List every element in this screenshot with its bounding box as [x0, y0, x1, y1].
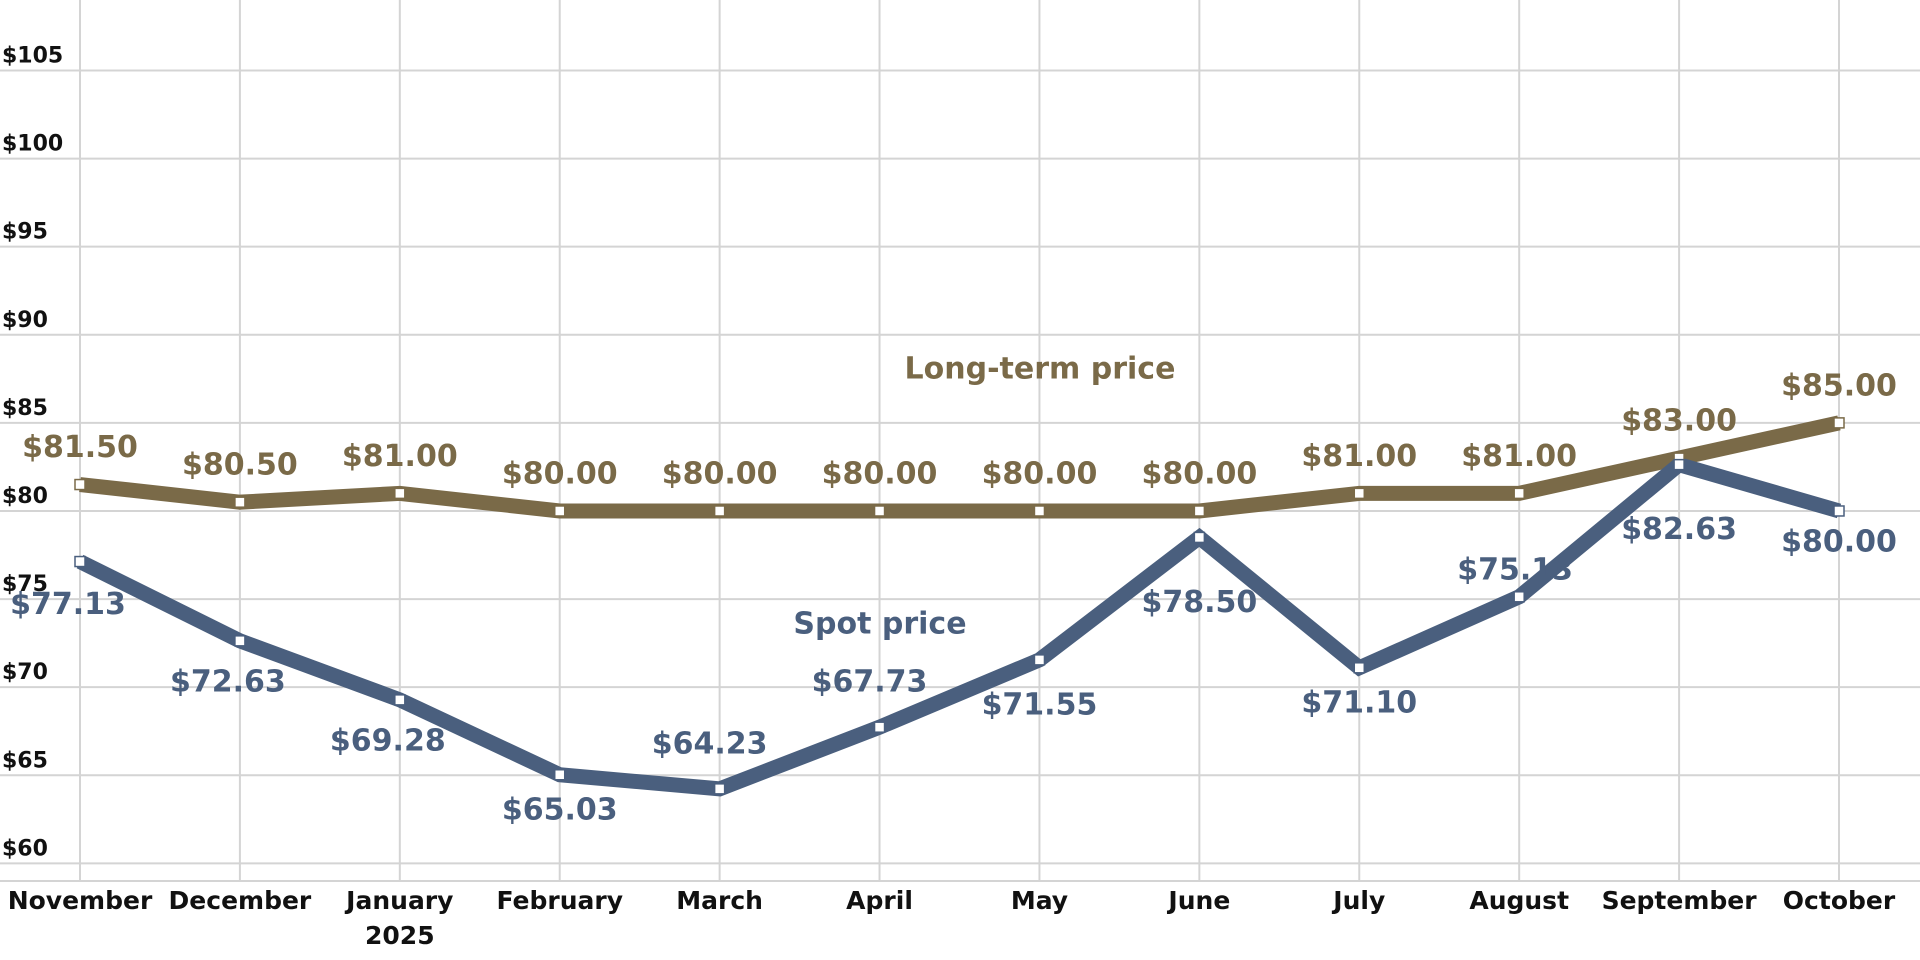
- data-label: $69.28: [330, 723, 446, 758]
- data-label: $80.50: [182, 448, 298, 483]
- x-tick-label: August: [1469, 886, 1569, 915]
- series-name: Spot price: [793, 607, 966, 642]
- y-tick-label: $70: [2, 660, 48, 685]
- data-point: [1033, 654, 1046, 666]
- data-point: [1833, 417, 1845, 429]
- data-point: [1353, 662, 1366, 674]
- data-label: $81.00: [1301, 439, 1417, 474]
- data-point: [713, 783, 726, 795]
- data-label: $80.00: [662, 456, 778, 491]
- series-line: [76, 456, 1842, 797]
- data-point: [394, 487, 406, 500]
- data-label: $77.13: [10, 587, 126, 622]
- data-label: $80.00: [1781, 524, 1897, 559]
- y-tick-label: $75: [2, 572, 48, 597]
- data-label: $81.00: [1461, 439, 1577, 474]
- series-line: [79, 415, 1841, 519]
- data-point: [234, 635, 246, 647]
- y-tick-label: $60: [2, 836, 48, 861]
- y-tick-label: $65: [2, 748, 48, 773]
- x-tick-label: May: [1011, 886, 1068, 915]
- data-label: $80.00: [822, 456, 938, 491]
- x-tick-label: December: [169, 886, 312, 915]
- data-label: $67.73: [812, 665, 928, 700]
- x-tick-label: April: [846, 886, 913, 915]
- data-point: [394, 694, 406, 706]
- data-label: $80.00: [502, 456, 618, 491]
- y-tick-label: $100: [2, 132, 63, 157]
- data-point: [234, 496, 246, 508]
- data-label: $65.03: [502, 792, 618, 827]
- x-tick-label: March: [676, 886, 763, 915]
- y-tick-label: $95: [2, 220, 48, 245]
- data-label: $71.10: [1301, 685, 1417, 720]
- x-tick-label: January: [344, 886, 453, 915]
- data-point: [1513, 591, 1525, 603]
- data-point: [1673, 458, 1685, 471]
- x-tick-label: June: [1166, 886, 1230, 915]
- x-tick-sublabel: 2025: [365, 921, 435, 950]
- data-label: $80.00: [982, 456, 1098, 491]
- grid: [0, 0, 1920, 882]
- data-label: $82.63: [1621, 512, 1737, 547]
- data-point: [553, 769, 566, 781]
- x-tick-label: July: [1331, 886, 1385, 915]
- data-point: [1833, 505, 1845, 517]
- y-tick-label: $80: [2, 484, 48, 509]
- data-label: $71.55: [982, 687, 1098, 722]
- lines: [74, 415, 1845, 797]
- x-tick-label: November: [8, 886, 153, 915]
- x-tick-label: February: [496, 886, 623, 915]
- data-point: [873, 505, 886, 517]
- data-point: [1513, 487, 1525, 500]
- y-tick-label: $85: [2, 396, 48, 421]
- data-label: $81.00: [342, 439, 458, 474]
- y-tick-label: $105: [2, 43, 63, 68]
- y-tick-label: $90: [2, 308, 48, 333]
- data-label: $72.63: [170, 664, 286, 699]
- data-label: $64.23: [652, 726, 768, 761]
- data-point: [1353, 487, 1366, 500]
- labels: $60 $65 $70 $75 $80 $85 $90 $95 $100 $105 November…: [2, 43, 1897, 950]
- data-label: $75.13: [1457, 552, 1573, 587]
- data-point: [1193, 531, 1206, 544]
- data-point: [74, 555, 86, 568]
- x-tick-label: September: [1602, 886, 1758, 915]
- data-label: $85.00: [1781, 368, 1897, 403]
- series-name: Long-term price: [905, 352, 1176, 387]
- data-point: [1033, 505, 1046, 517]
- data-point: [873, 721, 886, 733]
- x-tick-label: October: [1783, 886, 1896, 915]
- data-point: [553, 505, 566, 517]
- data-point: [74, 478, 86, 491]
- data-point: [1193, 505, 1206, 517]
- data-label: $83.00: [1621, 404, 1737, 439]
- data-label: $80.00: [1141, 456, 1257, 491]
- data-label: $81.50: [22, 430, 138, 465]
- data-label: $78.50: [1141, 585, 1257, 620]
- data-point: [713, 505, 726, 517]
